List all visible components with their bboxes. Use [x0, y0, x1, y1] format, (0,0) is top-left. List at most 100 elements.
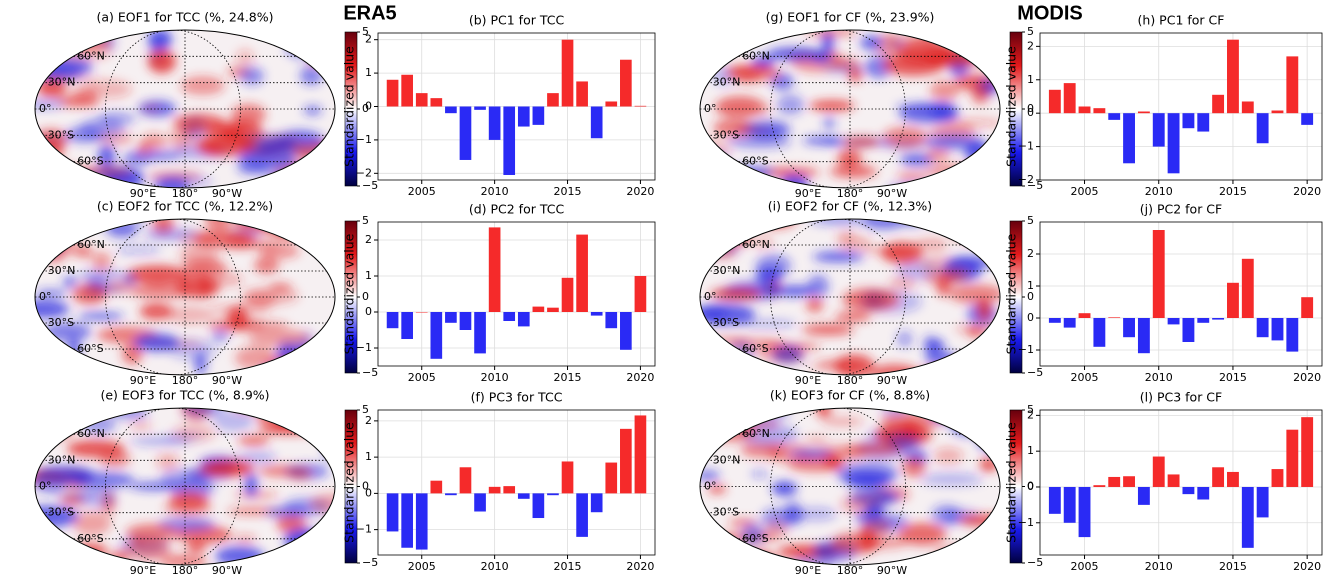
colorbar-tick-label: 0: [362, 480, 369, 493]
anomaly: [120, 157, 151, 167]
bar: [547, 307, 559, 312]
anomaly: [147, 30, 172, 50]
y-tick-label: 0: [365, 486, 372, 499]
anomaly: [721, 369, 771, 375]
anomaly: [807, 274, 830, 298]
bar: [1063, 318, 1076, 328]
colorbar-tick-label: −5: [362, 179, 378, 192]
anomaly: [79, 117, 125, 139]
anomaly: [788, 457, 845, 472]
anomaly: [244, 473, 258, 497]
lat-label: 60°S: [77, 342, 103, 355]
map-outline: [34, 29, 336, 189]
anomaly: [66, 38, 85, 47]
anomaly: [977, 299, 992, 321]
anomaly: [265, 506, 310, 519]
anomaly: [822, 63, 873, 75]
anomaly: [285, 166, 308, 184]
anomaly: [261, 365, 308, 375]
anomaly: [239, 67, 265, 85]
y-axis-label: Standardized value: [1004, 46, 1019, 167]
anomaly: [273, 223, 302, 241]
bar: [576, 493, 588, 537]
anomaly: [123, 151, 182, 160]
bar: [1078, 313, 1091, 318]
anomaly: [323, 440, 335, 461]
bar: [1271, 469, 1284, 487]
lat-label: 30°S: [713, 128, 739, 141]
anomaly: [834, 354, 875, 375]
lat-label: 30°N: [48, 453, 76, 466]
chart-title: (j) PC2 for CF: [1140, 202, 1222, 217]
anomaly: [802, 324, 855, 336]
bar: [532, 106, 545, 125]
colorbar-tick-label: 0: [1027, 102, 1034, 115]
x-tick-label: 2020: [1293, 185, 1321, 198]
map-title: (i) EOF2 for CF (%, 12.3%): [768, 199, 932, 214]
anomaly: [802, 137, 844, 145]
bar: [1241, 101, 1254, 114]
x-tick-label: 2015: [1219, 185, 1247, 198]
anomaly: [43, 408, 86, 422]
meridian: [770, 30, 906, 188]
anomaly: [233, 535, 257, 543]
anomaly: [139, 303, 173, 320]
map-outline: [699, 407, 1001, 566]
bar: [1212, 318, 1225, 320]
anomaly: [286, 39, 335, 62]
bar: [1241, 486, 1254, 548]
bar: [547, 93, 559, 107]
bar: [401, 74, 413, 107]
bar: [605, 462, 618, 494]
bar: [1227, 471, 1239, 487]
anomaly: [829, 165, 878, 178]
lat-label: 0°: [704, 102, 717, 115]
lat-label: 30°S: [48, 128, 74, 141]
y-axis-label: Standardized value: [342, 422, 357, 543]
meridian: [105, 408, 241, 565]
chart-title: (b) PC1 for TCC: [469, 13, 565, 28]
anomaly: [172, 423, 216, 442]
y-tick-label: 1: [1027, 279, 1034, 292]
lon-label: 90°E: [795, 564, 821, 577]
anomaly: [35, 99, 65, 109]
anomaly: [921, 30, 940, 40]
x-tick-label: 2005: [408, 371, 436, 384]
bar: [1197, 318, 1210, 323]
anomaly: [882, 126, 928, 148]
lon-label: 90°E: [130, 374, 156, 387]
anomaly: [156, 452, 180, 471]
anomaly: [168, 491, 209, 510]
colorbar-tick-label: 5: [1027, 25, 1034, 38]
x-tick-label: 2010: [1145, 185, 1173, 198]
anomaly: [173, 113, 226, 133]
anomaly: [141, 104, 161, 112]
anomaly: [147, 49, 176, 74]
bar: [430, 480, 443, 494]
x-tick-label: 2005: [408, 185, 436, 198]
lat-label: 60°N: [742, 238, 770, 251]
anomaly: [744, 550, 777, 565]
y-tick-label: 0: [1027, 311, 1034, 324]
anomaly: [275, 347, 324, 363]
lat-label: 30°S: [48, 316, 74, 329]
anomaly: [235, 49, 254, 67]
lat-label: 60°N: [77, 49, 105, 62]
bar: [1167, 318, 1180, 325]
lon-label: 90°W: [212, 374, 242, 387]
colorbar-tick-label: −5: [1027, 366, 1043, 379]
bar: [1182, 113, 1195, 129]
lat-label: 30°S: [48, 506, 74, 519]
map-field: [700, 30, 1000, 188]
anomaly: [949, 284, 1000, 304]
anomaly: [841, 136, 881, 148]
anomaly: [126, 265, 189, 285]
bar: [430, 312, 443, 359]
anomaly: [42, 250, 64, 264]
anomaly: [43, 92, 72, 99]
bar: [503, 486, 516, 494]
anomaly: [253, 256, 280, 274]
lat-label: 30°S: [713, 506, 739, 519]
bar: [620, 428, 632, 494]
anomaly: [180, 75, 225, 96]
